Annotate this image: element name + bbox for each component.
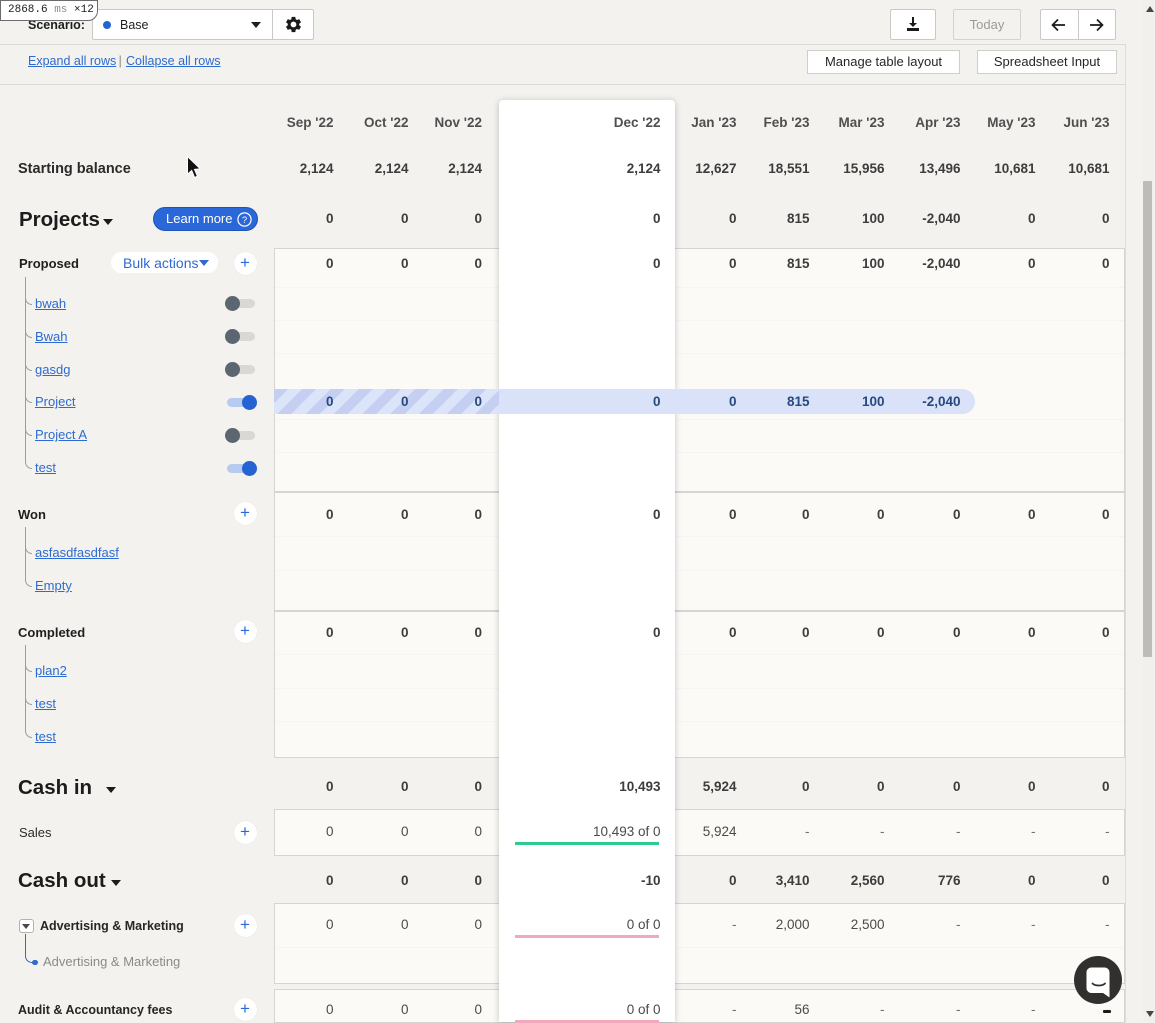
svg-text:?: ? (241, 215, 246, 226)
